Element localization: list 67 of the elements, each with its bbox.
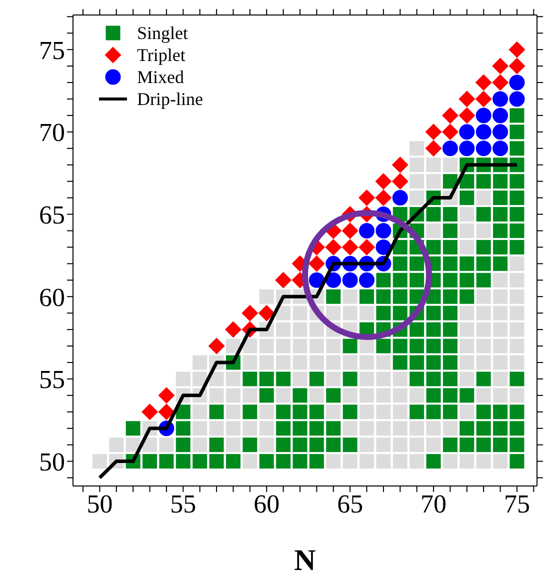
point [458,90,476,108]
point [492,124,508,140]
point [476,108,492,124]
point [459,140,475,156]
legend-label: Mixed [137,66,184,88]
y-tick-label: 60 [39,282,65,312]
point [492,91,508,107]
x-tick-label: 50 [86,489,113,518]
point [475,90,492,108]
legend-label: Triplet [137,44,186,66]
point [459,124,475,140]
point [442,140,458,156]
point [342,272,358,288]
x-tick-label: 65 [337,489,364,518]
point [242,304,258,322]
point [442,107,458,124]
legend-label: Singlet [137,22,188,44]
point [325,238,342,256]
x-tick-label: 70 [420,489,447,518]
point [458,107,476,124]
point [425,140,442,157]
point [492,108,508,124]
point [326,272,342,288]
point [375,173,392,190]
point [342,238,358,256]
point [342,222,358,239]
y-tick-label: 65 [39,200,65,230]
point [208,338,225,354]
x-axis-title: N [294,544,316,577]
y-tick-label: 50 [39,448,65,477]
point [392,156,408,174]
point [492,58,509,74]
point [358,190,376,206]
point [442,124,458,140]
point [308,272,324,288]
point [476,140,492,156]
point [376,239,392,255]
point [142,404,158,420]
y-tick-label: 75 [39,36,65,65]
point [508,41,526,58]
point [392,173,408,190]
x-tick-label: 60 [254,489,280,518]
point [508,58,526,74]
point [476,124,492,140]
x-tick-label: 55 [170,489,196,518]
point [158,387,175,404]
point [258,304,275,322]
point [509,74,525,90]
point [359,222,375,238]
point [275,272,292,288]
point [509,91,525,107]
x-tick-label: 75 [504,489,530,518]
point [492,140,508,156]
point [359,272,375,288]
y-tick-label: 70 [39,118,65,148]
y-tick-label: 55 [39,365,65,394]
point [376,222,392,238]
point [158,404,175,420]
point [475,74,492,91]
point [308,255,325,272]
point [425,124,442,140]
point [492,74,509,91]
point [392,190,408,206]
point [375,190,392,206]
legend-label: Drip-line [137,88,203,110]
point [224,321,242,338]
point [358,238,376,256]
